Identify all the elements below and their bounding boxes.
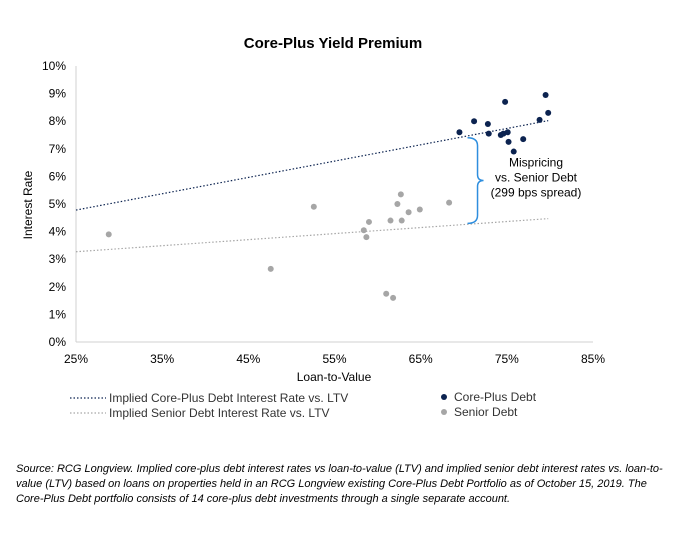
y-tick-label: 9% <box>49 87 67 101</box>
senior-point <box>105 231 112 238</box>
core-plus-point <box>536 116 543 123</box>
senior-point <box>397 191 404 198</box>
core-plus-point <box>484 120 491 127</box>
legend-series-marker <box>441 409 447 415</box>
legend-trendline-label: Implied Senior Debt Interest Rate vs. LT… <box>109 406 330 420</box>
core-plus-point <box>510 148 517 155</box>
y-tick-label: 3% <box>49 252 67 266</box>
core-plus-point <box>505 138 512 145</box>
spread-bracket <box>467 137 484 225</box>
source-note: Source: RCG Longview. Implied core-plus … <box>16 463 663 505</box>
spread-annotation-line: vs. Senior Debt <box>495 171 578 185</box>
x-axis-label: Loan-to-Value <box>297 370 372 384</box>
core-plus-point <box>545 109 552 116</box>
x-tick-label: 65% <box>409 352 433 366</box>
y-axis-label: Interest Rate <box>21 170 35 239</box>
senior-point <box>383 290 390 297</box>
x-tick-label: 55% <box>322 352 346 366</box>
senior-point <box>310 203 317 210</box>
legend-series-marker <box>441 394 447 400</box>
senior-point <box>387 217 394 224</box>
senior-point <box>398 217 405 224</box>
legend: Implied Core-Plus Debt Interest Rate vs.… <box>70 390 537 420</box>
y-tick-label: 7% <box>49 142 67 156</box>
core-plus-point <box>542 91 549 98</box>
senior-point <box>360 227 367 234</box>
senior-point <box>267 265 274 272</box>
spread-annotation-line: Mispricing <box>509 156 563 170</box>
legend-series-label: Core-Plus Debt <box>454 390 537 404</box>
core-plus-point <box>471 118 478 125</box>
y-tick-label: 6% <box>49 169 67 183</box>
legend-series-label: Senior Debt <box>454 405 518 419</box>
senior-point <box>365 218 372 225</box>
y-tick-label: 0% <box>49 335 67 349</box>
senior-point <box>446 199 453 206</box>
spread-annotation-line: (299 bps spread) <box>491 186 582 200</box>
legend-trendline-label: Implied Core-Plus Debt Interest Rate vs.… <box>109 391 348 405</box>
x-tick-label: 25% <box>64 352 88 366</box>
core-plus-point <box>502 98 509 105</box>
core-plus-point <box>485 130 492 137</box>
y-tick-label: 5% <box>49 197 67 211</box>
senior-point <box>405 209 412 216</box>
y-tick-label: 4% <box>49 225 67 239</box>
y-tick-label: 10% <box>42 59 66 73</box>
senior-trendline <box>75 218 549 253</box>
senior-point <box>390 294 397 301</box>
y-tick-label: 2% <box>49 280 67 294</box>
plot-area: 0% 1% 2% 3% 4% 5% 6% 7% 8% 9% 10% 25% 35% 45% 55% 65% 75… <box>42 59 605 366</box>
senior-point <box>363 234 370 241</box>
core-plus-trendline <box>75 120 549 211</box>
x-tick-label: 35% <box>150 352 174 366</box>
y-tick-label: 1% <box>49 307 67 321</box>
chart-title: Core-Plus Yield Premium <box>244 35 422 52</box>
core-plus-point <box>504 129 511 136</box>
x-tick-label: 45% <box>236 352 260 366</box>
x-tick-label: 75% <box>495 352 519 366</box>
senior-point <box>394 201 401 207</box>
senior-point <box>416 206 423 213</box>
core-plus-point <box>520 136 527 143</box>
x-tick-label: 85% <box>581 352 605 366</box>
core-plus-point <box>456 129 463 136</box>
y-tick-label: 8% <box>49 114 67 128</box>
